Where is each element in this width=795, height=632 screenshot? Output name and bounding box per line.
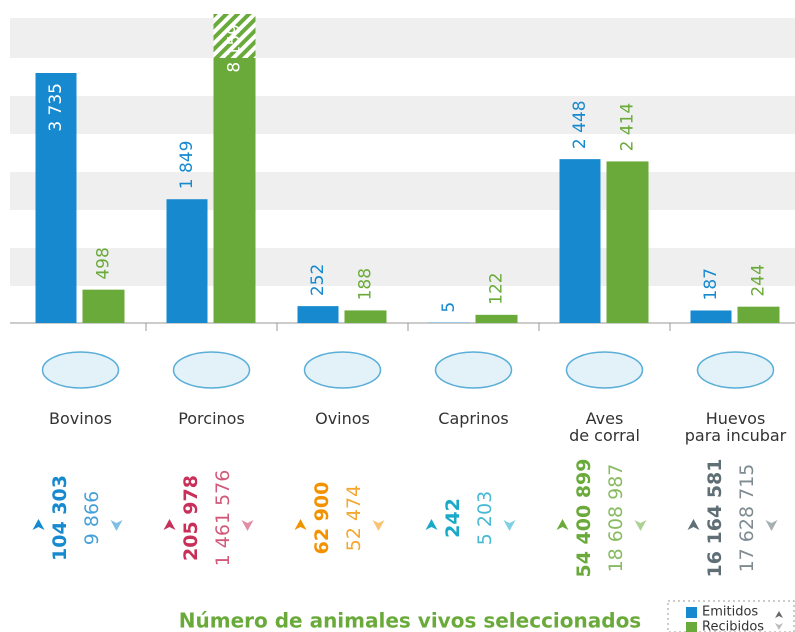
animal-icon	[436, 352, 512, 388]
emitted-total: 62 900	[311, 482, 333, 555]
bar	[167, 199, 208, 323]
legend-arrow	[775, 611, 783, 618]
animal-icon	[567, 352, 643, 388]
background-bands	[10, 18, 795, 286]
received-total: 9 866	[81, 491, 103, 545]
legend-label: Emitidos	[702, 605, 758, 620]
up-arrow	[295, 519, 307, 530]
emitted-total: 242	[442, 498, 464, 538]
bar	[691, 310, 732, 323]
up-arrow	[557, 519, 569, 530]
up-arrow	[164, 519, 176, 530]
value-label: 252	[308, 264, 328, 296]
bar	[476, 315, 518, 323]
bar	[607, 161, 649, 323]
animal-icon	[305, 352, 381, 388]
value-label: 2 414	[618, 103, 638, 152]
animal-icon	[43, 352, 119, 388]
category-label: Ovinos	[278, 410, 408, 427]
bar	[345, 310, 387, 323]
legend-label: Recibidos	[702, 620, 764, 632]
bar	[560, 159, 601, 323]
bar	[298, 306, 339, 323]
value-label: 122	[487, 272, 507, 304]
value-label: 2 448	[570, 100, 590, 149]
emitted-total: 205 978	[180, 475, 202, 561]
category-label: Porcinos	[147, 410, 277, 427]
emitted-total: 104 303	[49, 475, 71, 561]
emitted-total: 54 400 899	[573, 459, 595, 578]
down-arrow	[373, 520, 385, 531]
category-label: Caprinos	[409, 410, 539, 427]
value-label: 244	[749, 264, 769, 296]
legend-swatch	[686, 607, 697, 618]
down-arrow	[111, 520, 123, 531]
down-arrow	[766, 520, 778, 531]
value-label: 1 849	[177, 141, 197, 190]
received-total: 18 608 987	[605, 464, 627, 573]
animal-icon	[174, 352, 250, 388]
received-total: 1 461 576	[212, 470, 234, 567]
received-total: 52 474	[343, 485, 365, 551]
animal-icon	[698, 352, 774, 388]
value-label: 187	[701, 268, 721, 300]
category-label: Bovinos	[16, 410, 146, 427]
down-arrow	[635, 520, 647, 531]
chart: Número de animales vivos seleccionados E…	[0, 0, 795, 632]
value-label: 5	[439, 302, 459, 313]
bar	[83, 290, 125, 323]
up-arrow	[33, 519, 45, 530]
value-label: 498	[94, 247, 114, 279]
bar	[738, 307, 780, 323]
chart-title: Número de animales vivos seleccionados	[179, 609, 641, 632]
down-arrow	[242, 520, 254, 531]
value-label: 8 159	[225, 24, 245, 73]
category-label: Aves de corral	[540, 410, 670, 444]
received-total: 5 203	[474, 491, 496, 545]
legend-swatch	[686, 622, 697, 632]
value-label: 188	[356, 268, 376, 300]
value-label: 3 735	[46, 83, 66, 132]
received-total: 17 628 715	[736, 464, 758, 573]
infographic: Número de animales vivos seleccionados E…	[0, 0, 795, 632]
category-label: Huevos para incubar	[671, 410, 795, 444]
down-arrow	[504, 520, 516, 531]
up-arrow	[426, 519, 438, 530]
up-arrow	[688, 519, 700, 530]
legend-arrow	[775, 623, 783, 630]
emitted-total: 16 164 581	[704, 459, 726, 578]
